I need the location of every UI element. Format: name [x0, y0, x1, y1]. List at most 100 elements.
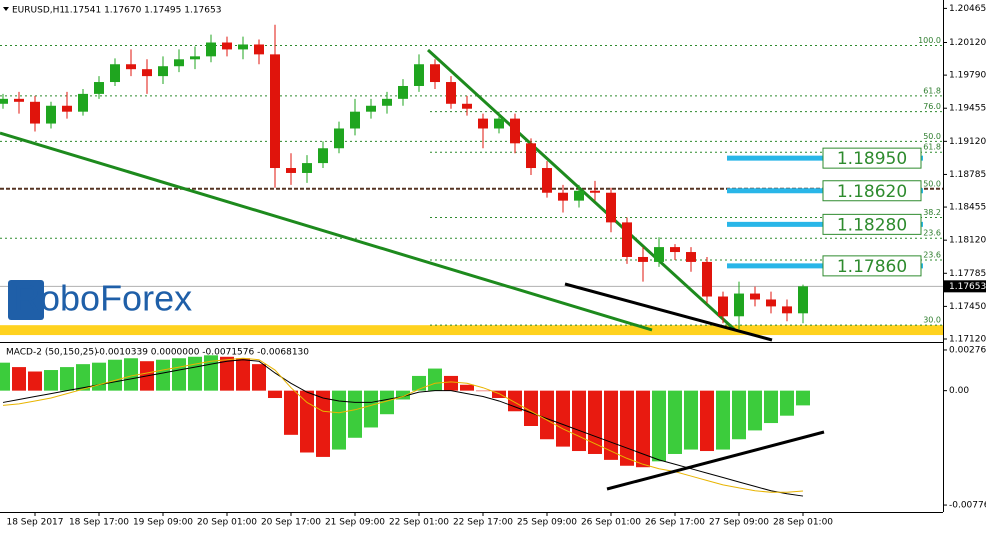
macd-bar	[732, 390, 746, 440]
watermark: RoboForex	[14, 278, 192, 319]
candle-body	[750, 293, 760, 300]
x-tick-label: 28 Sep 01:00	[773, 518, 833, 528]
macd-bar	[460, 384, 474, 391]
macd-bar	[124, 358, 138, 391]
candle-body	[766, 299, 776, 307]
target-label-box	[822, 180, 922, 202]
candle-body	[574, 190, 584, 201]
target-label-box	[822, 255, 922, 277]
candle-body	[94, 82, 104, 94]
candle-body	[526, 143, 536, 169]
macd-bar	[780, 390, 794, 416]
macd-bar	[476, 390, 490, 392]
macd-bar	[556, 390, 570, 447]
y-tick-label: 0.002763	[949, 345, 986, 355]
macd-title: MACD-2 (50,150,25)	[6, 348, 98, 358]
macd-bar	[284, 390, 298, 435]
y-tick-label: 1.20120	[949, 38, 986, 48]
macd-bar	[508, 390, 522, 412]
macd-bar	[572, 390, 586, 452]
candle-body	[686, 252, 696, 262]
macd-bar	[60, 367, 74, 391]
x-tick-label: 26 Sep 01:00	[581, 518, 641, 528]
fib-level-label: 61.8	[923, 143, 941, 152]
candle-body	[638, 256, 648, 262]
macd-bar	[748, 390, 762, 431]
macd-bar	[380, 390, 394, 415]
y-tick-label: 1.18785	[949, 170, 986, 180]
macd-bar	[108, 359, 122, 391]
trend-line	[426, 48, 737, 332]
y-tick-label: 1.18120	[949, 236, 986, 246]
x-tick-label: 21 Sep 09:00	[325, 518, 385, 528]
candle-body	[446, 82, 456, 104]
macd-bar	[428, 368, 442, 391]
candle-body	[126, 64, 136, 70]
macd-bar	[204, 355, 218, 391]
candle-body	[30, 101, 40, 124]
y-tick-label: 1.17450	[949, 302, 986, 312]
fib-level-label: 100.0	[918, 36, 941, 45]
fib-level-label: 50.0	[923, 179, 941, 188]
candle-body	[798, 286, 808, 314]
candle-body	[62, 105, 72, 112]
target-label-box	[822, 213, 922, 235]
fib-level-label: 76.0	[923, 102, 941, 111]
macd-bar	[0, 362, 10, 391]
logo-mark	[8, 280, 44, 320]
candle-body	[654, 247, 664, 262]
fib-level-label: 38.2	[923, 208, 941, 217]
macd-line	[2, 357, 804, 493]
y-tick-label: 1.19455	[949, 104, 986, 114]
target-label: 1.17860	[837, 257, 907, 277]
trend-line	[564, 282, 773, 342]
candle-body	[142, 69, 152, 77]
trend-line	[606, 430, 825, 491]
macd-bar	[252, 364, 266, 391]
macd-bar	[332, 390, 346, 450]
candle-body	[718, 296, 728, 317]
candle-body	[366, 105, 376, 112]
candle-body	[238, 44, 248, 50]
candle-body	[670, 247, 680, 253]
fib-level-label: 30.0	[923, 316, 941, 325]
x-tick-label: 25 Sep 09:00	[517, 518, 577, 528]
x-tick-label: 26 Sep 17:00	[645, 518, 705, 528]
macd-bar	[300, 390, 314, 453]
menu-triangle	[3, 7, 9, 11]
fib-level-label: 23.6	[923, 229, 941, 238]
candle-body	[590, 190, 600, 193]
candle-body	[414, 64, 424, 86]
plot-layer: 100.0 61.8 76.0 50.0 61.8 50.0 38.2 23.6 23.6 30.…	[0, 4, 986, 528]
y-tick-label: 1.20465	[949, 4, 986, 14]
x-tick-label: 22 Sep 01:00	[389, 518, 449, 528]
ohlc-values: 1.17541 1.17670 1.17495 1.17653	[64, 6, 221, 16]
macd-bar	[156, 359, 170, 391]
macd-bar	[220, 356, 234, 391]
macd-bar	[188, 356, 202, 391]
y-tick-label: 1.19790	[949, 71, 986, 81]
symbol-title: EURUSD,H1	[12, 6, 65, 16]
x-tick-label: 18 Sep 17:00	[69, 518, 129, 528]
candle-body	[382, 98, 392, 106]
macd-bar	[268, 390, 282, 399]
x-tick-label: 20 Sep 17:00	[261, 518, 321, 528]
macd-bar	[652, 390, 666, 462]
candle-body	[174, 59, 184, 67]
y-tick-label: 1.17785	[949, 269, 986, 279]
candle-body	[14, 98, 24, 102]
trend-line	[0, 131, 653, 332]
macd-bar	[540, 390, 554, 440]
y-tick-label: 1.17120	[949, 335, 986, 345]
candle-body	[510, 118, 520, 144]
x-tick-label: 27 Sep 09:00	[709, 518, 769, 528]
candle-body	[734, 293, 744, 317]
candle-body	[46, 105, 56, 124]
candle-body	[318, 148, 328, 164]
candle-body	[286, 168, 296, 173]
macd-bar	[700, 390, 714, 452]
y-tick-label: -0.007768	[949, 501, 986, 511]
candle-body	[494, 118, 504, 129]
y-tick-label: 1.19120	[949, 137, 986, 147]
